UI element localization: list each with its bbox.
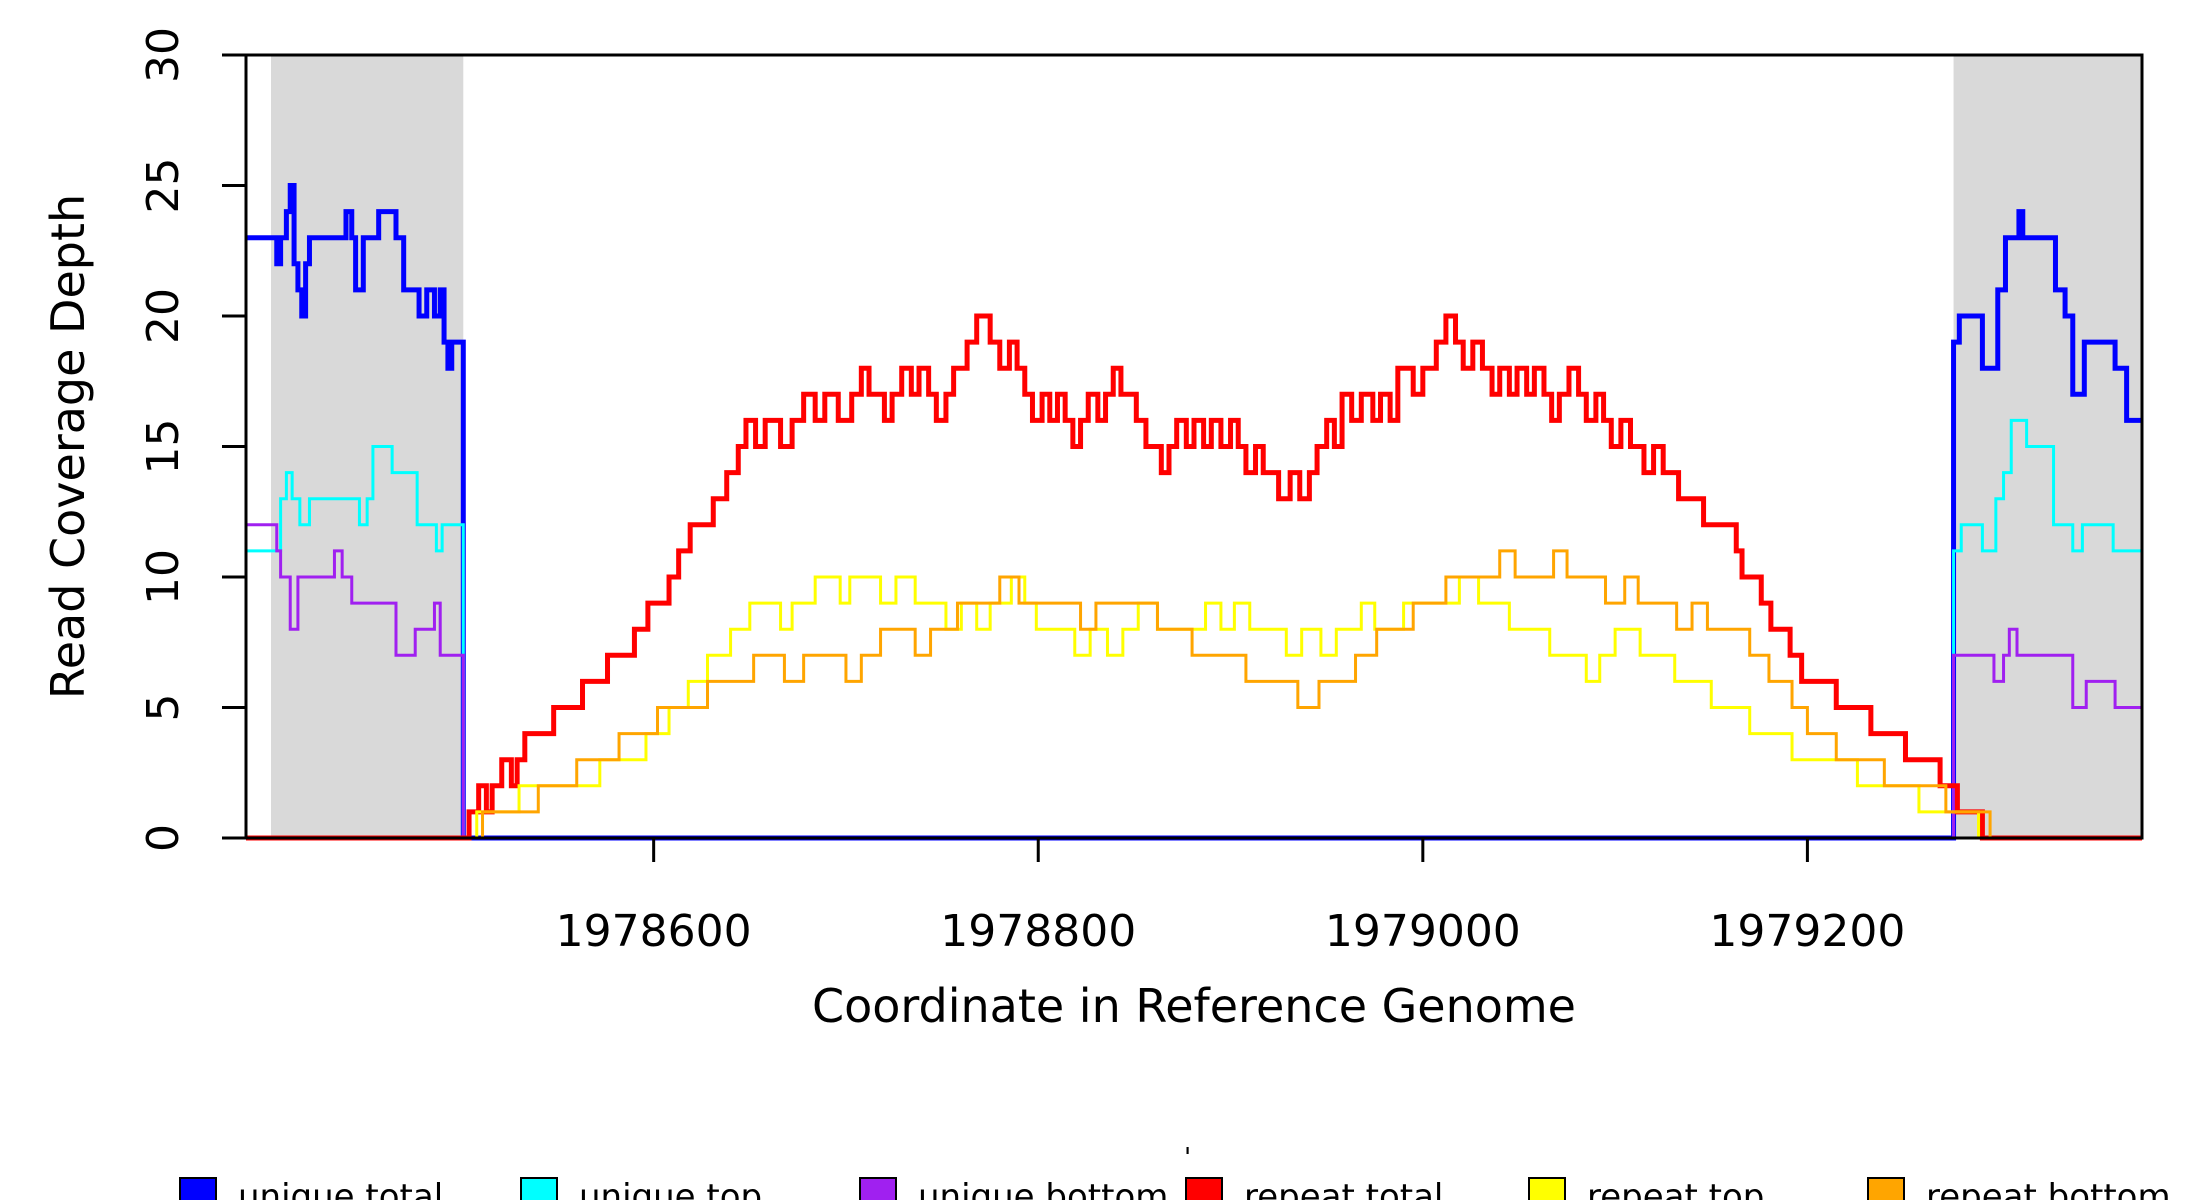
y-axis-tick-label: 30: [138, 27, 189, 83]
series-line-unique-total: [246, 183, 2142, 841]
legend-item-unique-top: unique top: [520, 1177, 762, 1200]
legend-item-unique-bottom: unique bottom: [859, 1177, 1168, 1200]
legend-label: repeat total: [1244, 1177, 1443, 1200]
legend-item-repeat-top: repeat top: [1528, 1177, 1764, 1200]
series-line-unique-top: [246, 418, 2142, 840]
series-line-unique-bottom: [246, 523, 2142, 840]
series-line-repeat-bottom: [246, 549, 2142, 840]
legend-item-repeat-total: repeat total: [1185, 1177, 1443, 1200]
legend-swatch: [179, 1177, 217, 1200]
legend-label: repeat top: [1587, 1177, 1764, 1200]
legend-label: unique bottom: [918, 1177, 1168, 1200]
y-axis-title: Read Coverage Depth: [41, 194, 95, 699]
legend-swatch: [1185, 1177, 1223, 1200]
x-axis-title: Coordinate in Reference Genome: [812, 979, 1576, 1033]
shaded-region-unique-mapping-left: [271, 55, 464, 838]
y-axis-tick-label: 0: [138, 824, 189, 852]
x-axis-tick-label: 1979000: [1325, 906, 1521, 957]
legend-swatch: [1528, 1177, 1566, 1200]
legend-label: unique total: [238, 1177, 443, 1200]
y-axis-tick-label: 15: [138, 419, 189, 475]
x-axis-tick-label: 1978600: [556, 906, 752, 957]
series-line-repeat-top: [246, 575, 2142, 840]
legend-swatch: [1867, 1177, 1905, 1200]
legend-label: repeat bottom: [1926, 1177, 2171, 1200]
legend-item-unique-total: unique total: [179, 1177, 443, 1200]
y-axis-tick-label: 10: [138, 549, 189, 605]
legend-item-repeat-bottom: repeat bottom: [1867, 1177, 2171, 1200]
y-axis-tick-label: 5: [138, 694, 189, 722]
legend-label: unique top: [579, 1177, 762, 1200]
x-axis-tick-label: 1978800: [940, 906, 1136, 957]
stray-mark: ': [1184, 1143, 1191, 1173]
legend-swatch: [859, 1177, 897, 1200]
series-line-repeat-total: [246, 313, 2142, 841]
legend-swatch: [520, 1177, 558, 1200]
y-axis-tick-label: 25: [138, 158, 189, 214]
y-axis-tick-label: 20: [138, 288, 189, 344]
x-axis-tick-label: 1979200: [1709, 906, 1905, 957]
